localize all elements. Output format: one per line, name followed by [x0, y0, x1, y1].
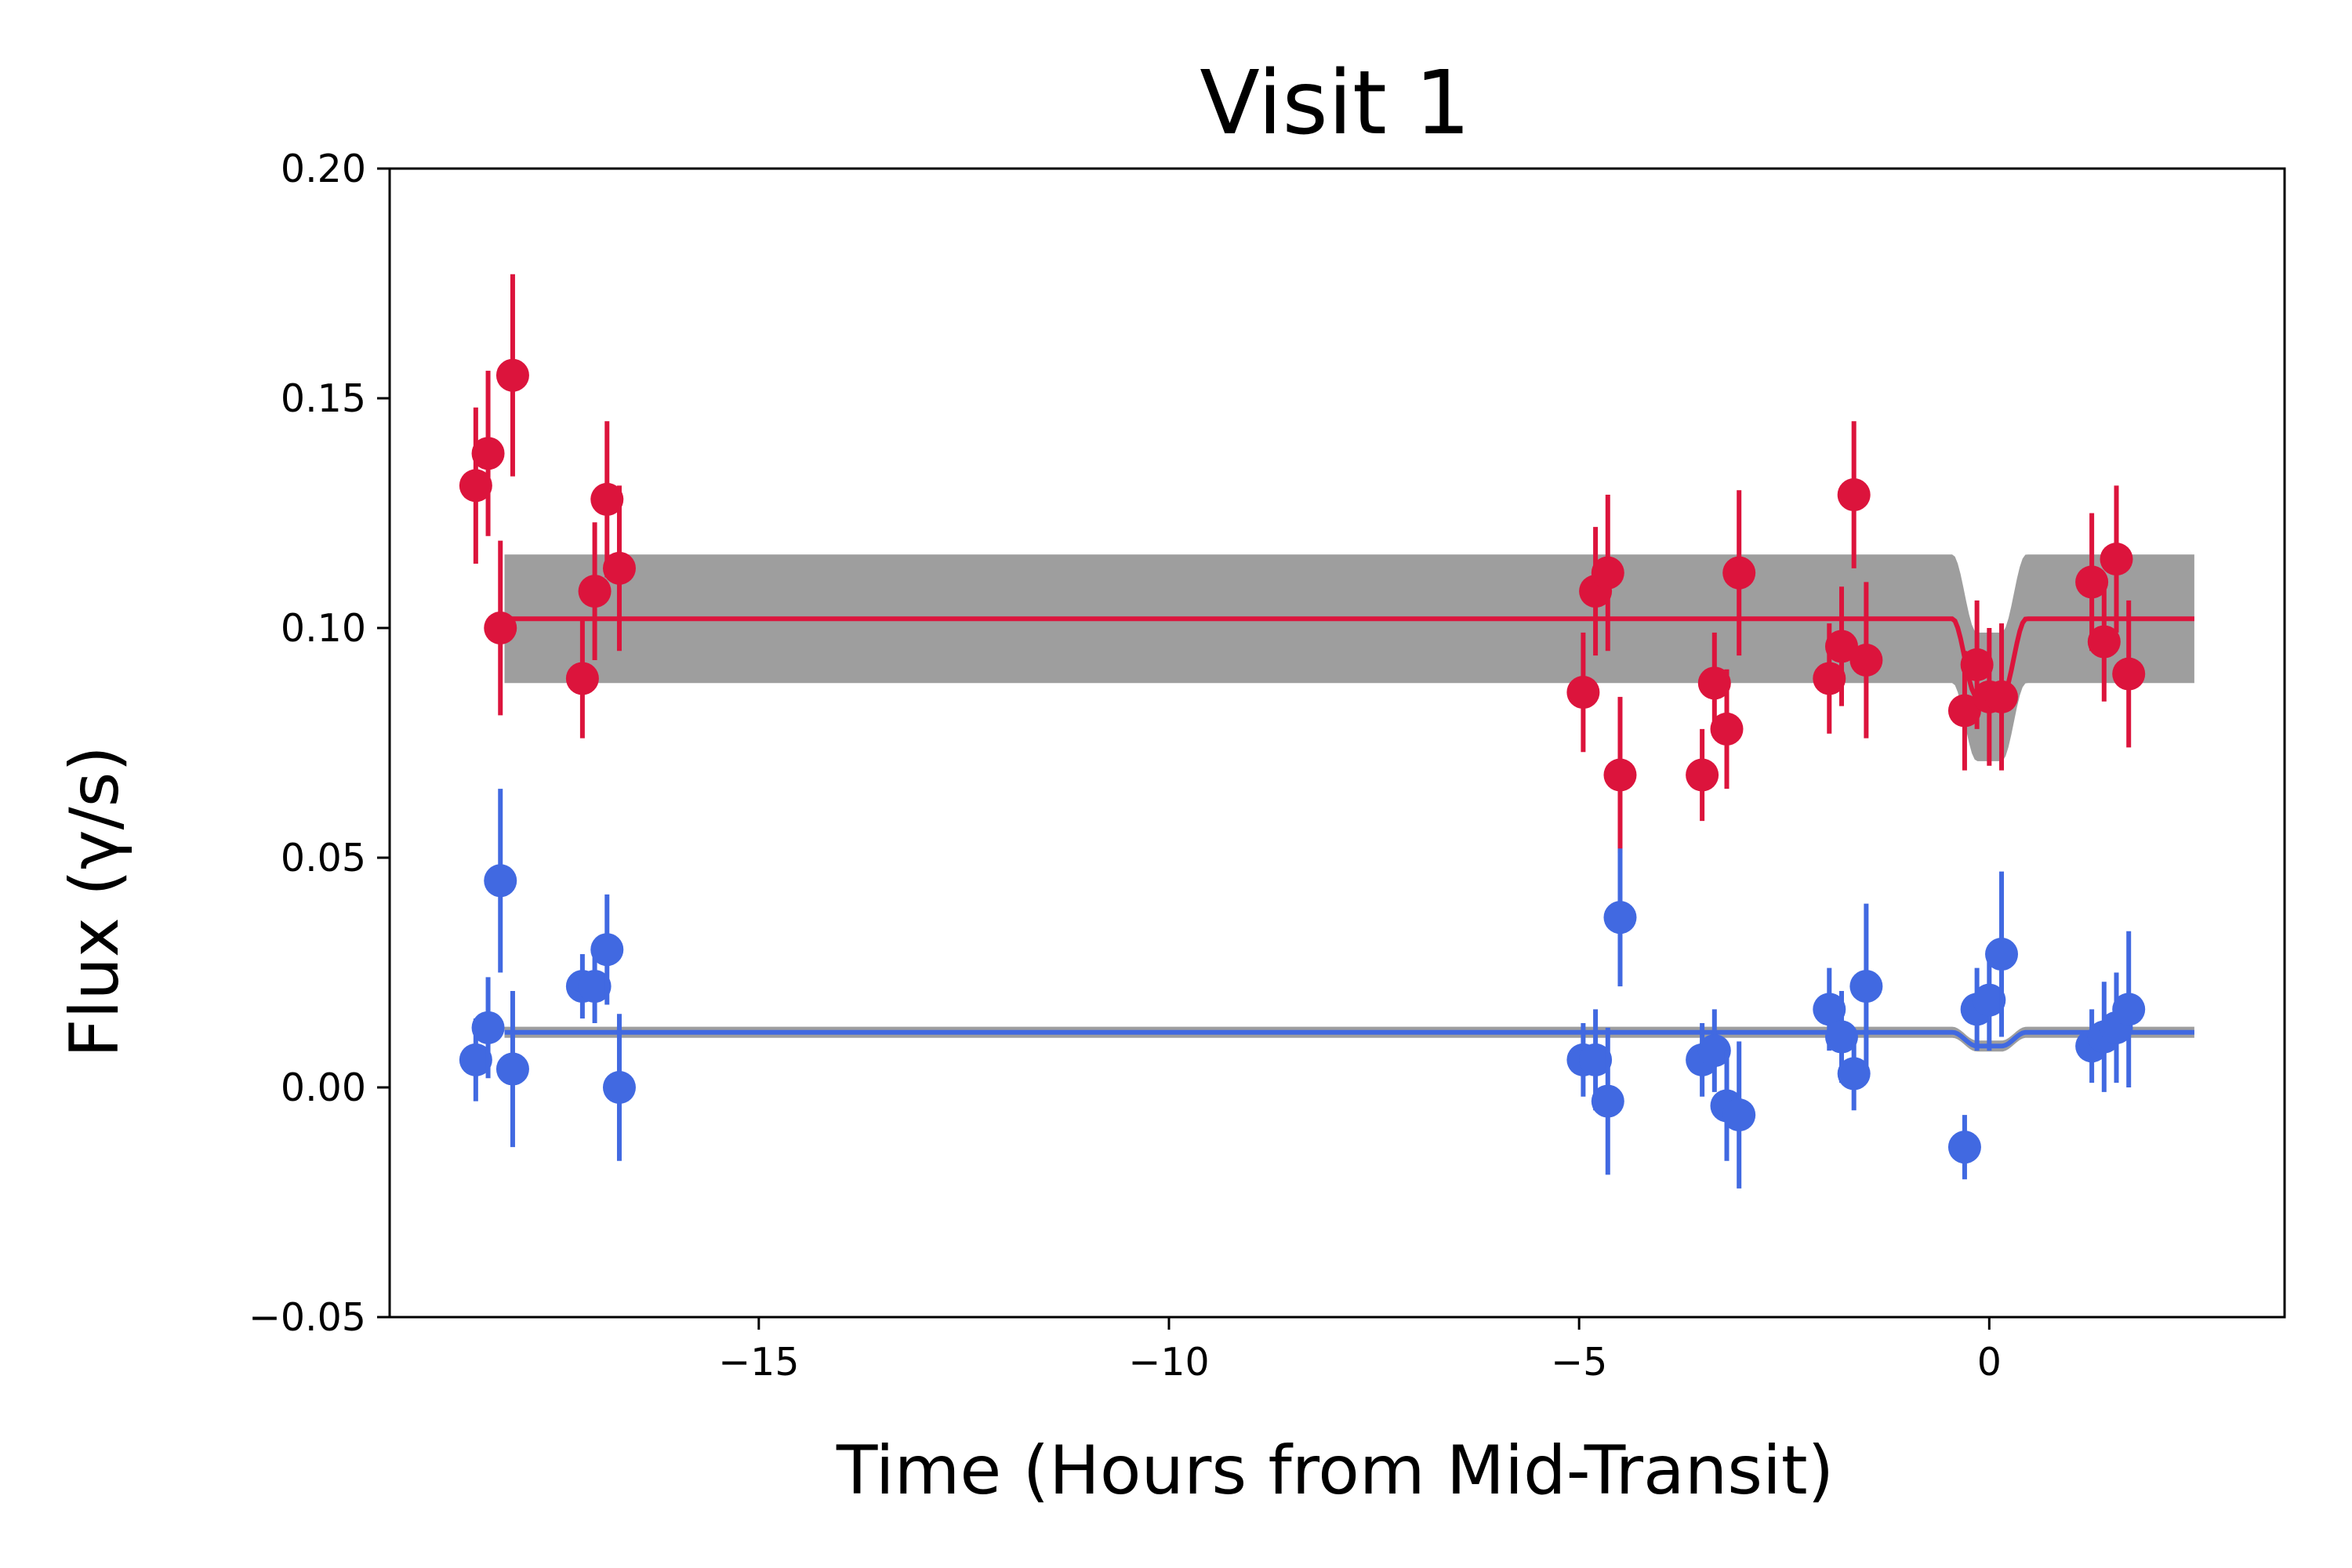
series-2-points [459, 789, 2146, 1189]
y-tick-label: 0.20 [281, 147, 366, 191]
data-point [459, 1043, 492, 1076]
data-point [1985, 938, 2019, 971]
data-point [1849, 970, 1883, 1004]
data-point [1579, 1043, 1613, 1076]
data-point [1985, 680, 2019, 713]
data-point [1710, 712, 1744, 746]
plot-frame [388, 167, 2286, 1319]
y-axis: −0.05 0.00 0.05 0.10 0.15 0.20 [249, 147, 390, 1340]
data-point [1603, 758, 1637, 792]
y-tick-label: 0.00 [281, 1065, 366, 1110]
data-point [1837, 478, 1871, 512]
data-point [2112, 657, 2146, 691]
data-point [1824, 1020, 1858, 1054]
data-point [471, 1011, 505, 1044]
x-tick-label: −5 [1551, 1340, 1607, 1385]
data-point [2100, 543, 2133, 576]
data-point [471, 437, 505, 470]
model-line [504, 616, 2194, 699]
data-point [1973, 983, 2006, 1017]
data-point [578, 575, 612, 608]
data-point [1824, 630, 1858, 663]
chart-title: Visit 1 [1200, 53, 1471, 154]
data-point [590, 933, 624, 967]
data-point [1697, 1034, 1731, 1068]
data-point [590, 482, 624, 516]
data-point [1947, 1131, 1981, 1164]
y-tick-label: 0.15 [281, 376, 366, 421]
data-point [1686, 758, 1719, 792]
data-point [1849, 644, 1883, 677]
series-1-points [459, 274, 2146, 854]
data-point [459, 469, 492, 503]
y-tick-label: 0.10 [281, 606, 366, 651]
data-point [495, 1052, 529, 1086]
x-axis: −15 −10 −5 0 [718, 1317, 2002, 1385]
data-point [1722, 1098, 1756, 1132]
data-point [2112, 993, 2146, 1026]
data-point [495, 358, 529, 392]
data-point [484, 612, 517, 644]
x-tick-label: −15 [718, 1340, 799, 1385]
data-point [565, 662, 599, 695]
data-point [602, 1071, 636, 1104]
data-point [1813, 662, 1846, 695]
data-point [1566, 676, 1600, 710]
x-axis-label: Time (Hours from Mid-Transit) [836, 1432, 1834, 1510]
data-point [578, 970, 612, 1004]
data-point [1947, 694, 1981, 728]
plot-area [459, 274, 2194, 1189]
series-2 [504, 1026, 2194, 1052]
data-point [1697, 666, 1731, 700]
y-axis-label: Flux (γ/s) [56, 746, 134, 1058]
model-uncertainty-band [504, 554, 2194, 761]
data-point [1603, 901, 1637, 935]
x-tick-label: −10 [1128, 1340, 1209, 1385]
x-tick-label: 0 [1977, 1340, 2002, 1385]
series-1 [504, 554, 2194, 761]
data-point [1960, 648, 1994, 681]
data-point [484, 864, 517, 898]
model-line [504, 1029, 2194, 1049]
data-point [1591, 1084, 1624, 1118]
data-point [1837, 1057, 1871, 1091]
data-point [1591, 556, 1624, 590]
data-point [1813, 993, 1846, 1026]
data-point [2087, 625, 2121, 659]
y-tick-label: 0.05 [281, 836, 366, 880]
y-tick-label: −0.05 [249, 1295, 366, 1340]
data-point [602, 551, 636, 585]
data-point [1722, 556, 1756, 590]
data-point [2075, 565, 2109, 599]
